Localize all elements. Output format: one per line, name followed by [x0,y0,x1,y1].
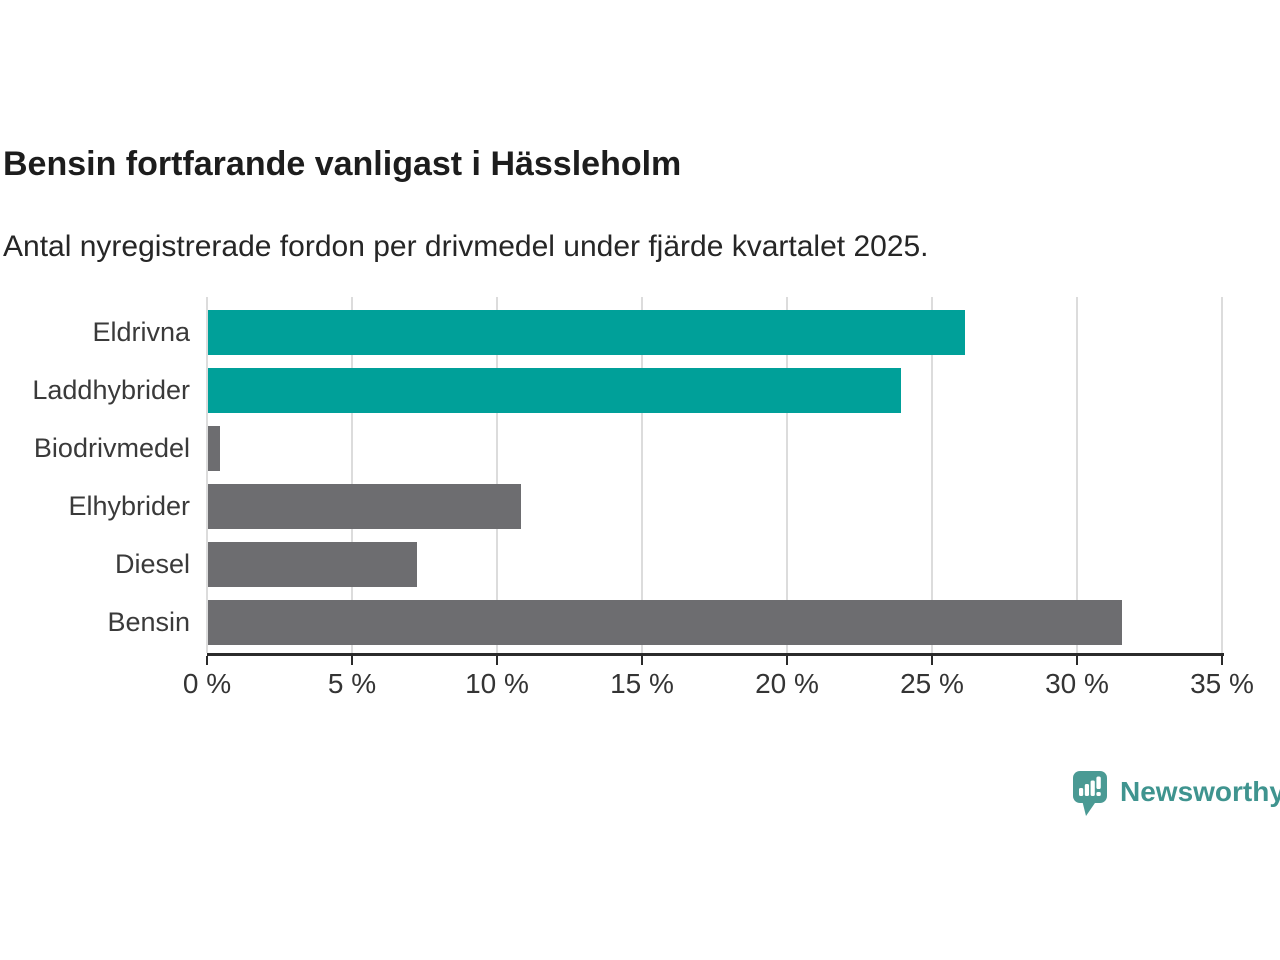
category-label: Laddhybrider [32,375,190,405]
x-tick-label: 0 % [182,668,232,699]
bar-diesel [208,542,417,587]
gridline [641,297,643,653]
x-axis-tick [931,656,933,665]
gridline [1076,297,1078,653]
x-axis-line [207,653,1224,656]
category-label: Biodrivmedel [33,433,190,463]
category-label: Eldrivna [92,317,190,347]
x-axis-tick [206,656,208,665]
bar-eldrivna [208,310,965,355]
x-tick-label: 20 % [755,668,819,699]
gridline [1221,297,1223,653]
chart-subtitle: Antal nyregistrerade fordon per drivmede… [3,230,929,263]
x-axis-tick [1221,656,1223,665]
x-axis-tick [351,656,353,665]
newsworthy-logo: Newsworthy [1073,771,1280,819]
x-axis-tick [1076,656,1078,665]
x-axis-tick [641,656,643,665]
gridline [351,297,353,653]
newsworthy-bubble-chart-icon [1073,771,1107,816]
category-label: Elhybrider [68,491,190,521]
gridline [931,297,933,653]
bar-elhybrider [208,484,522,529]
bar-bensin [208,600,1122,645]
bar-chart: Eldrivna Laddhybrider Biodrivmedel Elhybrid… [0,297,1280,709]
x-axis-tick [786,656,788,665]
x-tick-label: 35 % [1190,668,1254,699]
x-tick-label: 10 % [465,668,529,699]
bar-biodrivmedel [208,426,220,471]
x-tick-label: 30 % [1045,668,1109,699]
gridline [206,297,208,653]
x-axis-tick [496,656,498,665]
category-label: Bensin [107,607,190,637]
gridline [496,297,498,653]
x-tick-label: 15 % [610,668,674,699]
category-label: Diesel [114,549,190,579]
bar-laddhybrider [208,368,902,413]
newsworthy-wordmark: Newsworthy [1120,776,1280,807]
gridline [786,297,788,653]
x-tick-label: 5 % [327,668,377,699]
chart-title: Bensin fortfarande vanligast i Hässlehol… [3,145,682,183]
x-tick-label: 25 % [900,668,964,699]
